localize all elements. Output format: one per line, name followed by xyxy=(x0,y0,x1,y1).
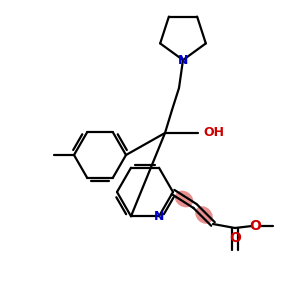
Ellipse shape xyxy=(196,207,212,223)
Text: N: N xyxy=(154,210,164,223)
Ellipse shape xyxy=(176,191,193,207)
Text: OH: OH xyxy=(203,127,224,140)
Text: O: O xyxy=(229,231,241,245)
Text: O: O xyxy=(249,219,261,233)
Text: N: N xyxy=(178,53,188,67)
